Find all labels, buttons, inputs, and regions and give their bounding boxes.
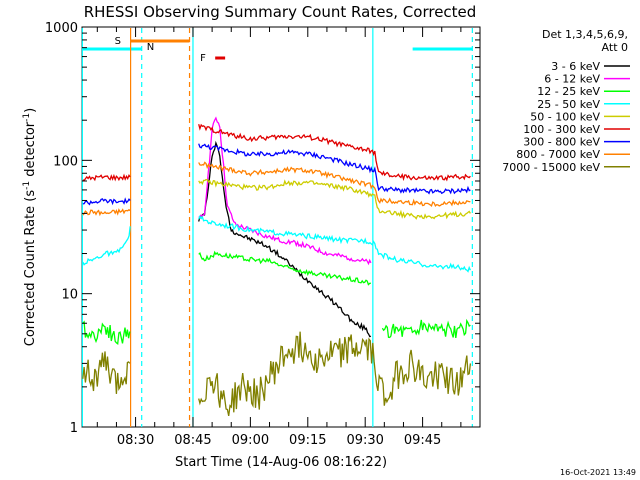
x-tick-label-4: 09:30 bbox=[346, 433, 383, 448]
legend-label-8: 7000 - 15000 keV bbox=[502, 161, 600, 174]
axis-layer: 1000 100 10 1 08:30 08:45 09:00 09:15 09:30 09:45 bbox=[45, 21, 480, 448]
x-tick-label-3: 09:15 bbox=[289, 433, 326, 448]
series-line-8-seg-0 bbox=[82, 351, 131, 394]
y-axis-label-part2: detector bbox=[23, 121, 38, 181]
legend-label-2: 12 - 25 keV bbox=[537, 85, 600, 98]
series-line-1-seg-0 bbox=[198, 116, 372, 266]
series-line-2-seg-1 bbox=[198, 250, 372, 286]
legend-label-7: 800 - 7000 keV bbox=[516, 148, 600, 161]
y-axis-label-part1: Corrected Count Rate (s bbox=[23, 190, 38, 347]
series-line-7-seg-1 bbox=[198, 161, 471, 208]
legend-label-5: 100 - 300 keV bbox=[523, 123, 600, 136]
series-line-5-seg-1 bbox=[198, 123, 471, 182]
chart-title: RHESSI Observing Summary Count Rates, Co… bbox=[84, 3, 477, 21]
y-tick-label-1: 100 bbox=[53, 154, 78, 169]
series-line-6-seg-1 bbox=[198, 143, 471, 195]
x-tick-label-5: 09:45 bbox=[404, 433, 441, 448]
y-axis-label-sup1: -1 bbox=[22, 181, 32, 190]
y-tick-label-2: 10 bbox=[61, 288, 78, 303]
y-axis-label: Corrected Count Rate (s-1 detector-1) bbox=[22, 108, 38, 346]
series-line-2-seg-0 bbox=[82, 320, 131, 346]
date-stamp: 16-Oct-2021 13:49 bbox=[560, 468, 636, 477]
legend-header-line2: Att 0 bbox=[602, 41, 628, 54]
series-layer bbox=[82, 116, 472, 417]
x-tick-label-2: 09:00 bbox=[232, 433, 269, 448]
series-line-2-seg-2 bbox=[381, 318, 471, 339]
series-line-6-seg-0 bbox=[82, 197, 131, 206]
plot-overlays: S N F bbox=[81, 28, 473, 427]
series-line-4-seg-0 bbox=[198, 178, 471, 220]
series-line-3-seg-1 bbox=[198, 214, 471, 273]
x-tick-label-1: 08:45 bbox=[174, 433, 211, 448]
legend-header-line1: Det 1,3,4,5,6,9, bbox=[542, 28, 628, 41]
flag-label-N: N bbox=[147, 42, 154, 53]
legend-label-1: 6 - 12 keV bbox=[544, 73, 600, 86]
series-line-8-seg-1 bbox=[198, 331, 472, 417]
legend-label-4: 50 - 100 keV bbox=[530, 110, 600, 123]
series-line-7-seg-0 bbox=[82, 208, 131, 217]
y-axis-label-part3: ) bbox=[23, 108, 38, 113]
y-tick-label-3: 1 bbox=[70, 421, 78, 436]
y-tick-label-0: 1000 bbox=[45, 21, 78, 36]
legend-label-3: 25 - 50 keV bbox=[537, 98, 600, 111]
y-axis-label-sup2: -1 bbox=[22, 113, 32, 122]
x-tick-label-0: 08:30 bbox=[117, 433, 154, 448]
flag-label-S: S bbox=[115, 36, 121, 47]
legend-label-6: 300 - 800 keV bbox=[523, 136, 600, 149]
series-line-3-seg-0 bbox=[82, 226, 131, 266]
legend-label-0: 3 - 6 keV bbox=[551, 60, 600, 73]
series-line-0-seg-0 bbox=[198, 140, 372, 338]
flag-label-F: F bbox=[200, 53, 206, 64]
series-line-5-seg-0 bbox=[82, 173, 131, 182]
x-axis-label: Start Time (14-Aug-06 08:16:22) bbox=[175, 455, 387, 470]
